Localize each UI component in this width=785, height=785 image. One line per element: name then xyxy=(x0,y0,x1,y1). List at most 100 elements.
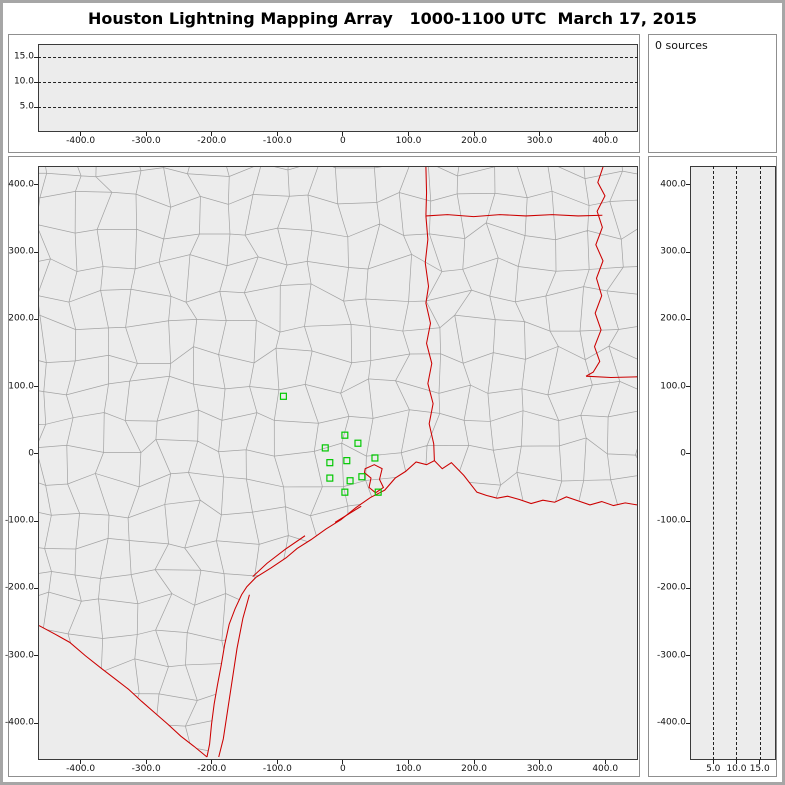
tick-mark xyxy=(407,760,409,764)
tick-label: 200.0 xyxy=(461,764,487,774)
tick-label: 400.0 xyxy=(8,179,34,190)
tick-mark xyxy=(34,81,38,83)
tick-mark xyxy=(686,386,690,388)
tick-label: 400.0 xyxy=(660,179,686,190)
tick-label: 200.0 xyxy=(461,136,487,146)
tick-label: 10.0 xyxy=(726,764,747,774)
lma-station-marker xyxy=(371,454,379,462)
tick-label: -200.0 xyxy=(656,582,686,593)
tick-label: 200.0 xyxy=(8,313,34,324)
rio-grande-border xyxy=(39,625,208,758)
tick-label: -200.0 xyxy=(4,582,34,593)
tick-mark xyxy=(80,760,82,764)
lma-station-marker xyxy=(343,457,351,465)
lma-station-marker xyxy=(374,488,382,496)
tick-mark xyxy=(735,760,737,764)
tick-label: 5.0 xyxy=(19,101,34,112)
tick-label: 400.0 xyxy=(592,136,619,146)
dashed-gridline xyxy=(38,107,638,108)
tick-mark xyxy=(407,132,409,136)
page-title: Houston Lightning Mapping Array 1000-110… xyxy=(87,9,698,28)
matagorda-island xyxy=(252,535,306,578)
tick-label: 100.0 xyxy=(395,136,422,146)
tick-mark xyxy=(342,132,344,136)
louisiana-mississippi-border xyxy=(585,375,637,379)
tick-mark xyxy=(34,106,38,108)
tick-mark xyxy=(473,132,475,136)
tick-label: -400.0 xyxy=(656,717,686,728)
tick-mark xyxy=(686,318,690,320)
tick-mark xyxy=(34,386,38,388)
tick-label: 200.0 xyxy=(660,313,686,324)
gulf-coastline xyxy=(206,460,637,758)
lma-station-marker xyxy=(326,474,334,482)
tick-mark xyxy=(211,760,213,764)
tick-label: 0 xyxy=(28,448,34,459)
tick-mark xyxy=(34,587,38,589)
tick-label: 100.0 xyxy=(8,381,34,392)
tick-label: -100.0 xyxy=(262,136,292,146)
dashed-gridline xyxy=(736,166,738,760)
tick-mark xyxy=(34,722,38,724)
tick-mark xyxy=(759,760,761,764)
lma-station-marker xyxy=(326,459,334,467)
tick-mark xyxy=(686,655,690,657)
tick-mark xyxy=(34,453,38,455)
lma-station-marker xyxy=(341,431,349,439)
lma-station-marker xyxy=(358,473,366,481)
tick-mark xyxy=(604,132,606,136)
tick-label: 5.0 xyxy=(706,764,721,774)
tick-mark xyxy=(686,251,690,253)
texas-arkansas-border xyxy=(425,167,428,216)
tick-mark xyxy=(34,251,38,253)
tick-label: 300.0 xyxy=(526,764,553,774)
lma-station-marker xyxy=(354,439,362,447)
ew-altitude-plot-area xyxy=(38,44,638,132)
tick-mark xyxy=(686,520,690,522)
galveston-bay xyxy=(363,464,385,494)
tick-label: 100.0 xyxy=(395,764,422,774)
padre-island xyxy=(218,594,250,758)
tick-label: -300.0 xyxy=(4,650,34,661)
tick-mark xyxy=(276,132,278,136)
galveston-island xyxy=(334,505,362,523)
lma-station-marker xyxy=(341,488,349,496)
map-background xyxy=(39,167,637,759)
dashed-gridline xyxy=(759,166,761,760)
tick-label: 300.0 xyxy=(526,136,553,146)
tick-mark xyxy=(712,760,714,764)
tick-label: -400.0 xyxy=(66,136,96,146)
tick-label: 0 xyxy=(680,448,686,459)
source-count-panel: 0 sources xyxy=(648,34,777,153)
tick-mark xyxy=(686,722,690,724)
tick-mark xyxy=(604,760,606,764)
tick-mark xyxy=(473,760,475,764)
tick-mark xyxy=(34,56,38,58)
tick-label: 100.0 xyxy=(660,381,686,392)
tick-mark xyxy=(145,132,147,136)
tick-label: 15.0 xyxy=(749,764,770,774)
tick-mark xyxy=(686,184,690,186)
lma-station-marker xyxy=(279,392,287,400)
tick-label: -100.0 xyxy=(4,515,34,526)
tick-mark xyxy=(539,760,541,764)
tick-mark xyxy=(34,184,38,186)
mississippi-river-border xyxy=(585,167,606,377)
tick-mark xyxy=(145,760,147,764)
tick-label: -400.0 xyxy=(4,717,34,728)
arkansas-louisiana-border xyxy=(425,214,603,218)
tick-mark xyxy=(80,132,82,136)
tick-mark xyxy=(34,520,38,522)
dashed-gridline xyxy=(713,166,715,760)
tick-label: -300.0 xyxy=(656,650,686,661)
tick-mark xyxy=(34,655,38,657)
tick-mark xyxy=(686,453,690,455)
tick-mark xyxy=(539,132,541,136)
tick-label: 15.0 xyxy=(13,51,34,62)
tick-label: -400.0 xyxy=(66,764,96,774)
tick-mark xyxy=(686,587,690,589)
tick-label: -100.0 xyxy=(262,764,292,774)
lma-station-marker xyxy=(346,477,354,485)
ns-altitude-plot-area xyxy=(690,166,776,760)
